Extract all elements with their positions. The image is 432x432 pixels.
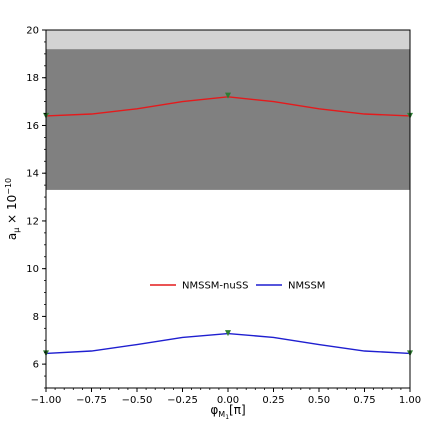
y-tick-label: 16 — [26, 121, 39, 132]
legend: NMSSM-nuSS NMSSM — [150, 281, 325, 292]
x-tick-label: 0.00 — [217, 395, 239, 406]
legend-label-NMSSM: NMSSM — [288, 281, 325, 292]
marker-NMSSM-nuSS-1 — [225, 92, 231, 99]
x-tick-label: −1.00 — [31, 395, 62, 406]
axis-ticks: −1.00 −0.75 −0.50 −0.25 0.00 0.25 0.50 0.75 1.00… — [26, 26, 421, 407]
series-line-NMSSM — [46, 332, 410, 355]
x-tick-label: −0.50 — [122, 395, 153, 406]
y-tick-label: 10 — [26, 264, 39, 275]
x-tick-label: −0.25 — [167, 395, 198, 406]
y-tick-label: 20 — [26, 26, 39, 37]
band-0 — [46, 49, 410, 190]
x-tick-label: 0.75 — [353, 395, 375, 406]
band-1 — [46, 30, 410, 50]
y-tick-label: 18 — [26, 73, 39, 84]
shaded-bands — [46, 30, 410, 190]
y-tick-label: 14 — [26, 169, 39, 180]
x-tick-label: −0.75 — [76, 395, 107, 406]
y-tick-label: 8 — [33, 312, 39, 323]
legend-label-NMSSM-nuSS: NMSSM-nuSS — [182, 281, 248, 292]
marker-NMSSM-1 — [225, 330, 231, 337]
y-tick-label: 6 — [33, 360, 39, 371]
y-axis-label: aμ × 10−10 — [4, 178, 21, 240]
y-tick-label: 12 — [26, 216, 39, 227]
x-tick-label: 1.00 — [399, 395, 421, 406]
x-tick-label: 0.50 — [308, 395, 330, 406]
x-tick-label: 0.25 — [262, 395, 284, 406]
